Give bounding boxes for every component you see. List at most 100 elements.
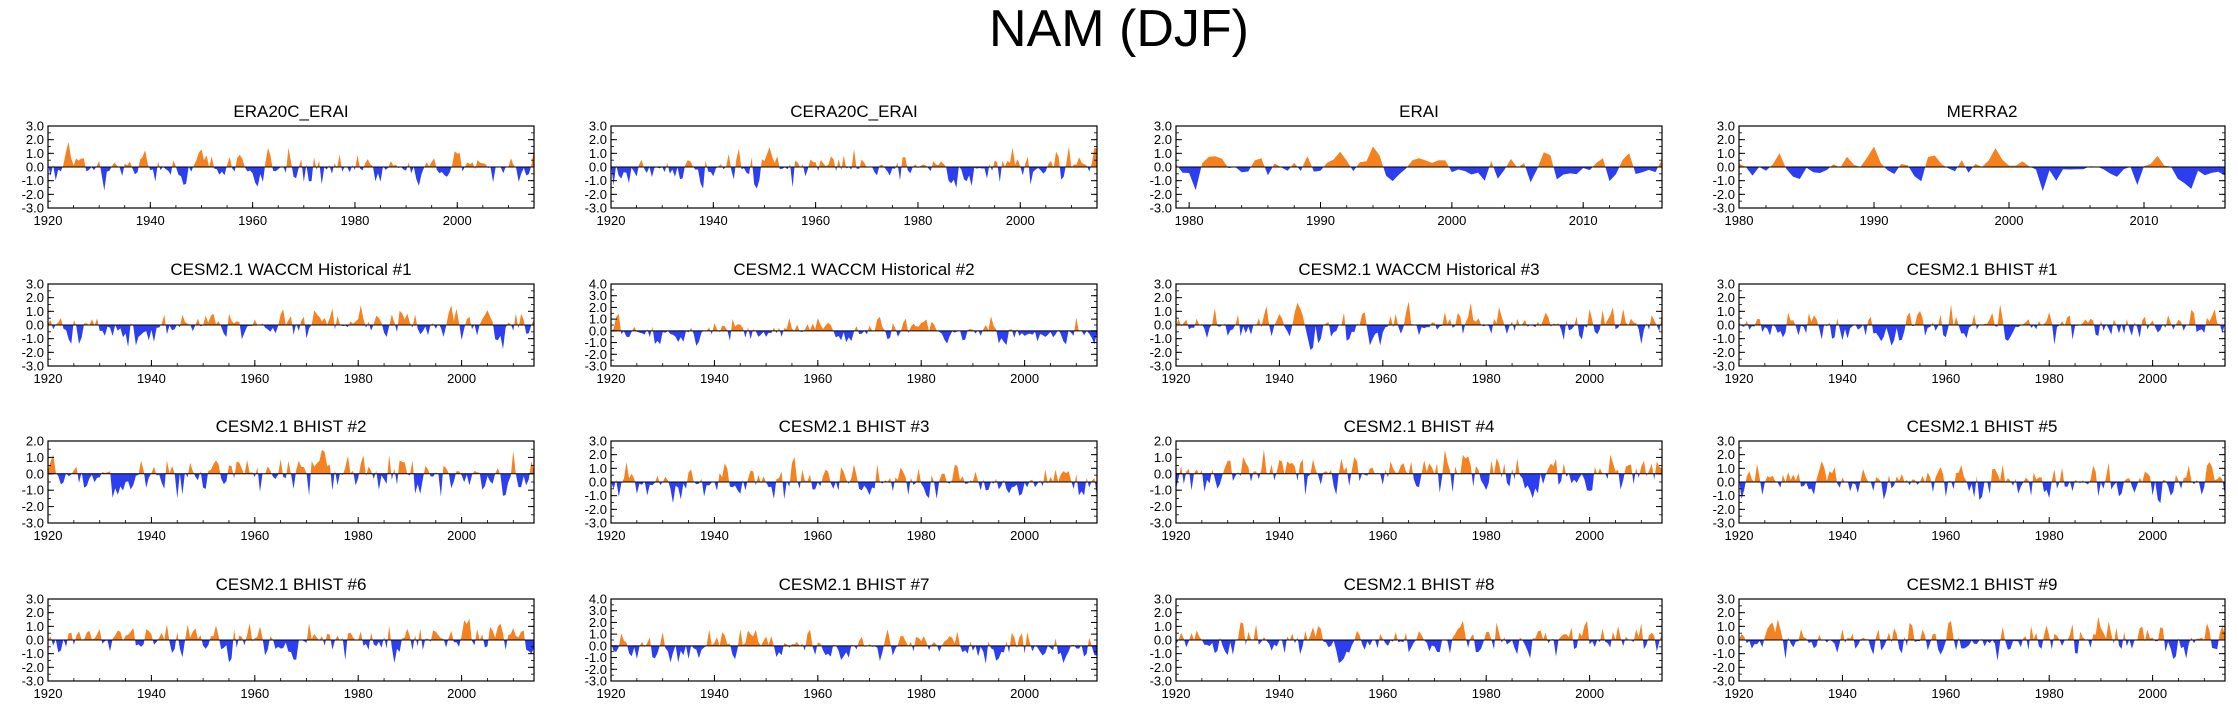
- negative-area: [1739, 482, 2225, 504]
- y-tick-label: -2.0: [1713, 345, 1735, 360]
- y-tick-label: 1.0: [1154, 619, 1172, 634]
- x-tick-label: 2000: [1437, 213, 1466, 228]
- panel-7: CESM2.1 WACCM Historical #33.02.01.00.0-…: [1150, 260, 1663, 386]
- x-tick-label: 1940: [700, 528, 729, 543]
- x-tick-label: 1940: [137, 371, 166, 386]
- x-tick-label: 1940: [1828, 371, 1857, 386]
- panel-title: ERA20C_ERAI: [233, 102, 348, 121]
- y-tick-label: 3.0: [26, 592, 44, 607]
- x-tick-label: 1920: [1162, 686, 1191, 701]
- y-tick-label: -3.0: [22, 201, 44, 216]
- y-tick-label: 3.0: [1717, 119, 1735, 134]
- x-tick-label: 1960: [803, 686, 832, 701]
- x-tick-label: 1990: [1306, 213, 1335, 228]
- x-tick-label: 1960: [240, 528, 269, 543]
- y-tick-label: 0.0: [589, 160, 607, 175]
- negative-area: [52, 325, 532, 350]
- y-tick-label: -3.0: [1150, 359, 1172, 374]
- x-tick-label: 1940: [700, 686, 729, 701]
- y-tick-label: 2.0: [1717, 132, 1735, 147]
- positive-area: [1739, 146, 2172, 167]
- y-tick-label: -2.0: [1713, 187, 1735, 202]
- x-tick-label: 1940: [699, 213, 728, 228]
- x-tick-label: 1920: [597, 371, 626, 386]
- y-tick-label: 0.0: [1154, 633, 1172, 648]
- panel-title: CERA20C_ERAI: [790, 102, 918, 121]
- x-tick-label: 1980: [907, 528, 936, 543]
- y-tick-label: 0.0: [26, 160, 44, 175]
- x-tick-label: 1980: [903, 213, 932, 228]
- panel-title: CESM2.1 BHIST #1: [1907, 260, 2058, 279]
- y-tick-label: -1.0: [22, 483, 44, 498]
- x-tick-label: 1940: [136, 213, 165, 228]
- plot-frame: [610, 283, 1098, 367]
- negative-area: [51, 640, 534, 663]
- panel-9: CESM2.1 BHIST #2 2.01.00.0 -1.0-2.0 -3.0192…: [22, 417, 535, 543]
- positive-area: [48, 142, 534, 167]
- y-tick-label: -1.0: [1713, 331, 1735, 346]
- x-tick-label: 1920: [1162, 528, 1191, 543]
- y-tick-label: -1.0: [22, 173, 44, 188]
- negative-area: [1741, 325, 2225, 346]
- y-tick-label: -2.0: [22, 187, 44, 202]
- y-tick-label: -2.0: [585, 347, 607, 362]
- positive-area: [1739, 304, 2225, 325]
- y-tick-label: 2.0: [26, 434, 44, 449]
- panel-6: CESM2.1 WACCM Historical #2 4.03.02.01.00…: [585, 260, 1098, 386]
- negative-area: [611, 482, 1097, 504]
- y-tick-label: 2.0: [1154, 132, 1172, 147]
- negative-area: [56, 473, 530, 499]
- y-tick-label: 0.0: [1154, 160, 1172, 175]
- positive-area: [611, 629, 1092, 646]
- y-tick-label: -1.0: [1150, 483, 1172, 498]
- x-tick-label: 1920: [34, 213, 63, 228]
- y-tick-label: 2.0: [589, 300, 607, 315]
- y-tick-label: 1.0: [26, 146, 44, 161]
- y-tick-label: 1.0: [589, 312, 607, 327]
- y-tick-label: -1.0: [1150, 331, 1172, 346]
- x-tick-label: 1960: [803, 528, 832, 543]
- negative-area: [1745, 640, 2219, 661]
- x-tick-label: 1980: [340, 213, 369, 228]
- x-tick-label: 2000: [1010, 686, 1039, 701]
- y-tick-label: 3.0: [589, 288, 607, 303]
- x-tick-label: 1940: [1265, 686, 1294, 701]
- x-tick-label: 1920: [1162, 371, 1191, 386]
- negative-area: [1176, 473, 1656, 499]
- negative-area: [611, 330, 1097, 346]
- y-tick-label: -1.0: [22, 646, 44, 661]
- y-tick-label: 2.0: [26, 132, 44, 147]
- x-tick-label: 2000: [1575, 528, 1604, 543]
- x-tick-label: 1980: [344, 686, 373, 701]
- x-tick-label: 1940: [137, 686, 166, 701]
- panel-title: CESM2.1 WACCM Historical #1: [170, 260, 411, 279]
- y-tick-label: -3.0: [1713, 516, 1735, 531]
- x-tick-label: 1980: [2035, 686, 2064, 701]
- x-tick-label: 2010: [2130, 213, 2159, 228]
- y-tick-label: -1.0: [585, 173, 607, 188]
- panel-title: CESM2.1 WACCM Historical #3: [1298, 260, 1539, 279]
- y-tick-label: 2.0: [589, 615, 607, 630]
- negative-area: [611, 167, 1091, 189]
- y-tick-label: 3.0: [1717, 592, 1735, 607]
- x-tick-label: 1960: [1368, 686, 1397, 701]
- x-tick-label: 1980: [907, 686, 936, 701]
- y-tick-label: 2.0: [1717, 605, 1735, 620]
- y-tick-label: -3.0: [585, 201, 607, 216]
- y-tick-label: 1.0: [26, 304, 44, 319]
- y-tick-label: -1.0: [22, 331, 44, 346]
- panel-title: CESM2.1 BHIST #5: [1907, 417, 2058, 436]
- x-tick-label: 1960: [1368, 371, 1397, 386]
- y-tick-label: 3.0: [1717, 277, 1735, 292]
- y-tick-label: 3.0: [1154, 119, 1172, 134]
- y-tick-label: 2.0: [26, 605, 44, 620]
- panel-title: CESM2.1 BHIST #2: [216, 417, 367, 436]
- panel-title: MERRA2: [1947, 102, 2018, 121]
- y-tick-label: 3.0: [589, 603, 607, 618]
- x-tick-label: 2000: [443, 213, 472, 228]
- y-tick-label: -3.0: [1713, 359, 1735, 374]
- panel-8: CESM2.1 BHIST #1 3.02.01.00.0-1.0-2.0-3.0…: [1713, 260, 2226, 386]
- y-tick-label: 0.0: [1154, 466, 1172, 481]
- y-tick-label: -2.0: [1150, 660, 1172, 675]
